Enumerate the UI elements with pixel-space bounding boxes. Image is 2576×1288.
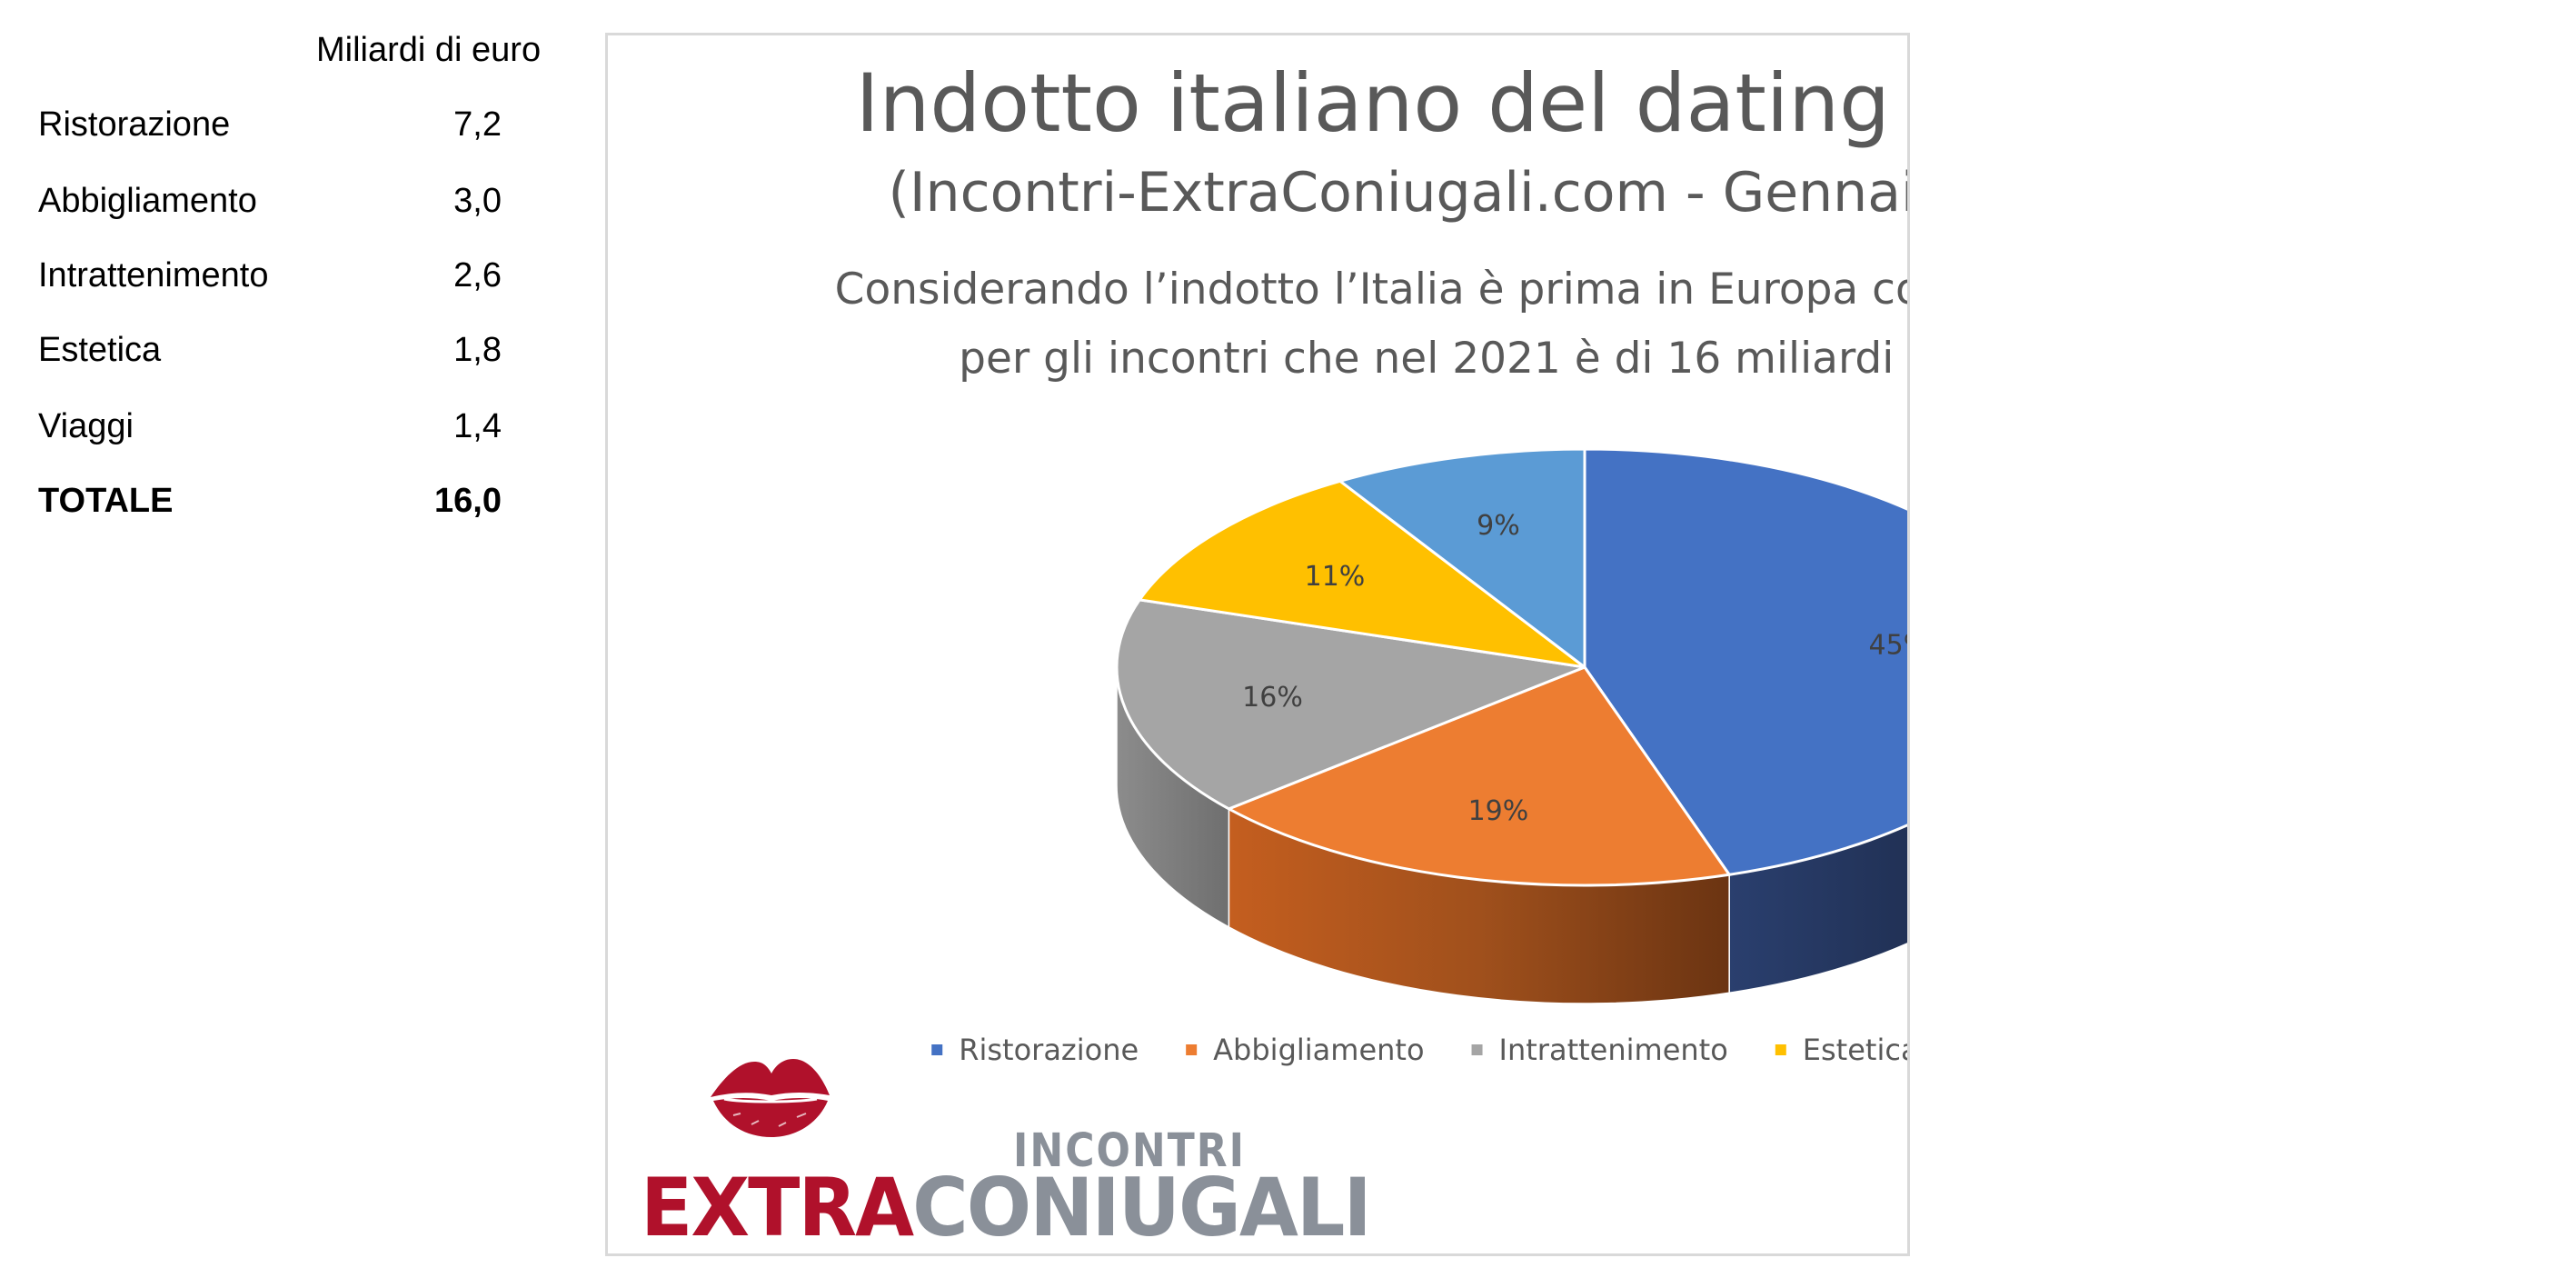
pie-slice-ristorazione	[1583, 447, 1907, 876]
row-value: 3,0	[453, 182, 502, 220]
pie-slice-viaggi	[1338, 447, 1586, 669]
legend-label: Intrattenimento	[1499, 1033, 1728, 1067]
row-label: Abbigliamento	[38, 182, 257, 220]
legend-item-abbigliamento: Abbigliamento	[1186, 1033, 1425, 1067]
legend-item-ristorazione: Ristorazione	[931, 1033, 1139, 1067]
row-value: 1,8	[453, 331, 502, 369]
logo-word-coniugali: CONIUGALI	[912, 1161, 1372, 1254]
legend-swatch	[931, 1044, 943, 1055]
table-header: Miliardi di euro	[316, 31, 542, 69]
lips-icon	[711, 1059, 830, 1137]
data-label-viaggi: 9%	[1477, 510, 1520, 542]
row-label: Intrattenimento	[38, 256, 269, 295]
data-label-ristorazione: 45%	[1869, 629, 1910, 661]
legend-swatch	[1775, 1044, 1786, 1055]
data-label-estetica: 11%	[1305, 561, 1366, 593]
table-row: Viaggi 1,4	[38, 407, 502, 462]
brand-logo: INCONTRI EXTRACONIUGALI	[641, 1050, 1372, 1254]
legend-label: Estetica	[1803, 1033, 1910, 1067]
chart-annotation-line-1: Considerando l’indotto l’Italia è prima …	[835, 265, 1910, 315]
total-label: TOTALE	[38, 482, 174, 520]
row-label: Viaggi	[38, 407, 134, 445]
row-label: Estetica	[38, 331, 162, 369]
pie-chart: Indotto italiano del dating online (Inco…	[835, 56, 1910, 1067]
chart-title: Indotto italiano del dating online	[856, 56, 1910, 150]
legend-swatch	[1471, 1044, 1483, 1055]
chart-subtitle: (Incontri-ExtraConiugali.com - Gennaio 2…	[888, 161, 1910, 225]
chart-area: Indotto italiano del dating online (Inco…	[605, 33, 1910, 1256]
row-value: 2,6	[453, 256, 502, 295]
table-row: Intrattenimento 2,6	[38, 256, 502, 311]
table-row: Estetica 1,8	[38, 331, 502, 385]
data-table: Miliardi di euro Ristorazione 7,2 Abbigl…	[0, 0, 582, 564]
legend-item-intrattenimento: Intrattenimento	[1471, 1033, 1728, 1067]
pie-slice-intrattenimento	[1115, 598, 1586, 811]
data-label-abbigliamento: 19%	[1468, 795, 1529, 827]
chart-annotation-line-2: per gli incontri che nel 2021 è di 16 mi…	[959, 334, 1910, 384]
table-row: Abbigliamento 3,0	[38, 182, 502, 236]
row-label: Ristorazione	[38, 105, 231, 144]
legend-swatch	[1186, 1044, 1198, 1055]
legend-label: Abbigliamento	[1213, 1033, 1424, 1067]
logo-wordmark: EXTRACONIUGALI	[641, 1161, 1372, 1254]
pie-slice-abbigliamento	[1227, 665, 1731, 887]
logo-word-incontri: INCONTRI	[1013, 1124, 1246, 1178]
logo-word-extra: EXTRA	[641, 1161, 914, 1254]
row-value: 7,2	[453, 105, 502, 144]
legend-item-estetica: Estetica	[1775, 1033, 1910, 1067]
total-value: 16,0	[434, 482, 502, 520]
table-row: Ristorazione 7,2	[38, 105, 502, 160]
row-value: 1,4	[453, 407, 502, 445]
table-total-row: TOTALE 16,0	[38, 482, 502, 536]
pie-slice-estetica	[1138, 479, 1586, 669]
legend-label: Ristorazione	[959, 1033, 1139, 1067]
data-label-intrattenimento: 16%	[1242, 682, 1303, 714]
